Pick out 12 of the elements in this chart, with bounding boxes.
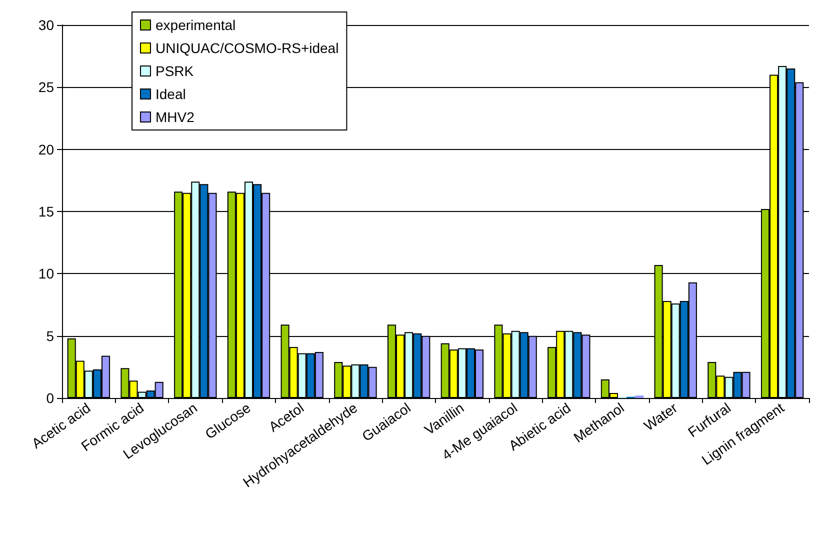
y-tick-label: 25: [38, 79, 54, 96]
legend-label: PSRK: [156, 63, 194, 79]
legend-label: Ideal: [156, 86, 186, 102]
y-tick-label: 20: [38, 141, 54, 158]
y-tick-label: 15: [38, 204, 54, 220]
legend-label: MHV2: [156, 109, 195, 125]
legend-label: experimental: [156, 17, 236, 33]
y-tick-label: 0: [46, 390, 54, 406]
legend-label: UNIQUAC/COSMO-RS+ideal: [156, 40, 339, 56]
y-tick-label: 30: [38, 17, 54, 33]
y-tick-label: 10: [38, 266, 54, 282]
y-tick-label: 5: [46, 328, 54, 344]
